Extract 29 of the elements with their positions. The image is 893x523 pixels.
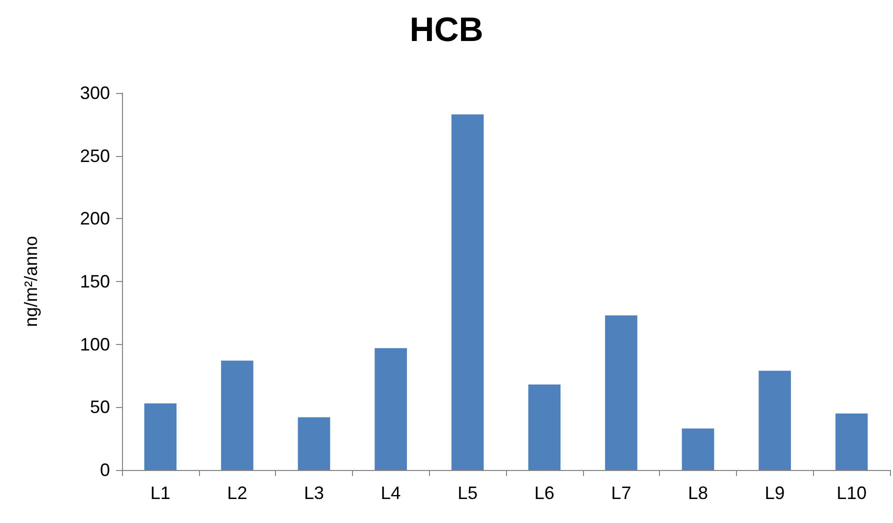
- bar: [682, 428, 714, 470]
- x-tick-label: L2: [227, 483, 248, 503]
- x-tick-label: L4: [380, 483, 401, 503]
- bar: [528, 384, 561, 470]
- bar: [451, 114, 484, 470]
- y-tick-label: 250: [80, 146, 110, 166]
- x-tick-label: L9: [764, 483, 785, 503]
- bar: [221, 360, 254, 470]
- x-tick-label: L1: [150, 483, 170, 503]
- x-tick-label: L8: [688, 483, 708, 503]
- bar: [298, 417, 330, 470]
- bar: [835, 413, 868, 470]
- x-tick-label: L5: [458, 483, 478, 503]
- y-tick-label: 300: [80, 83, 110, 103]
- x-tick-label: L10: [836, 483, 867, 503]
- y-tick-label: 50: [90, 397, 110, 418]
- y-axis-title: ng/m²/anno: [21, 236, 41, 328]
- x-tick-label: L7: [611, 483, 632, 503]
- y-tick-label: 0: [100, 460, 110, 480]
- x-tick-label: L3: [304, 483, 324, 503]
- bar: [605, 315, 638, 470]
- bar: [374, 348, 407, 470]
- y-tick-label: 150: [80, 272, 110, 292]
- y-tick-label: 200: [80, 208, 110, 229]
- x-tick-label: L6: [534, 483, 554, 503]
- y-tick-label: 100: [80, 334, 110, 354]
- chart-title: HCB: [410, 11, 484, 49]
- bar: [758, 370, 791, 470]
- bar: [144, 403, 177, 470]
